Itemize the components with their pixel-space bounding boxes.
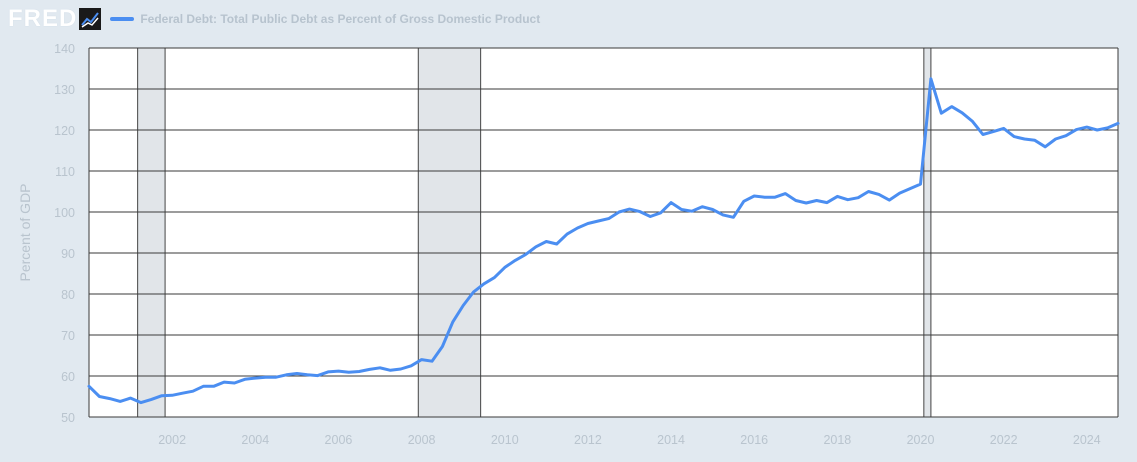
line-chart-icon bbox=[79, 8, 102, 30]
legend-swatch bbox=[110, 17, 135, 21]
y-tick-label: 80 bbox=[61, 288, 75, 302]
x-tick-label: 2004 bbox=[241, 433, 269, 447]
header: FRED Federal Debt: Total Public Debt as … bbox=[8, 5, 540, 33]
y-tick-label: 60 bbox=[61, 370, 75, 384]
legend: Federal Debt: Total Public Debt as Perce… bbox=[110, 12, 540, 26]
x-tick-label: 2012 bbox=[574, 433, 602, 447]
plot-area bbox=[89, 48, 1118, 417]
recession-band bbox=[137, 48, 166, 417]
y-tick-label: 140 bbox=[54, 42, 75, 56]
x-tick-label: 2010 bbox=[491, 433, 519, 447]
x-tick-label: 2006 bbox=[325, 433, 353, 447]
series-layer bbox=[87, 77, 1120, 405]
gridlines bbox=[88, 47, 1119, 418]
recession-band bbox=[923, 48, 931, 417]
legend-label[interactable]: Federal Debt: Total Public Debt as Perce… bbox=[140, 12, 541, 26]
y-tick-label: 50 bbox=[61, 411, 75, 425]
series-line[interactable] bbox=[87, 77, 1120, 405]
x-tick-label: 2008 bbox=[408, 433, 436, 447]
x-axis: 2002 2004 2006 2008 2010 2012 2014 2016 2018 2020… bbox=[158, 433, 1101, 447]
recession-band bbox=[418, 48, 481, 417]
y-tick-label: 130 bbox=[54, 83, 75, 97]
y-tick-label: 90 bbox=[61, 247, 75, 261]
recession-shading bbox=[137, 48, 932, 417]
x-tick-label: 2024 bbox=[1073, 433, 1101, 447]
x-tick-label: 2002 bbox=[158, 433, 186, 447]
x-tick-label: 2020 bbox=[907, 433, 935, 447]
x-tick-label: 2018 bbox=[823, 433, 851, 447]
x-tick-label: 2016 bbox=[740, 433, 768, 447]
x-tick-label: 2014 bbox=[657, 433, 685, 447]
y-axis: 50 60 70 80 90 100 110 120 130 140 bbox=[54, 42, 75, 425]
x-tick-label: 2022 bbox=[990, 433, 1018, 447]
y-tick-label: 110 bbox=[55, 165, 75, 179]
fred-logo[interactable]: FRED bbox=[8, 5, 78, 32]
y-tick-label: 100 bbox=[54, 206, 75, 220]
y-tick-label: 120 bbox=[54, 124, 75, 138]
y-tick-label: 70 bbox=[61, 329, 75, 343]
y-axis-title: Percent of GDP bbox=[17, 183, 33, 281]
